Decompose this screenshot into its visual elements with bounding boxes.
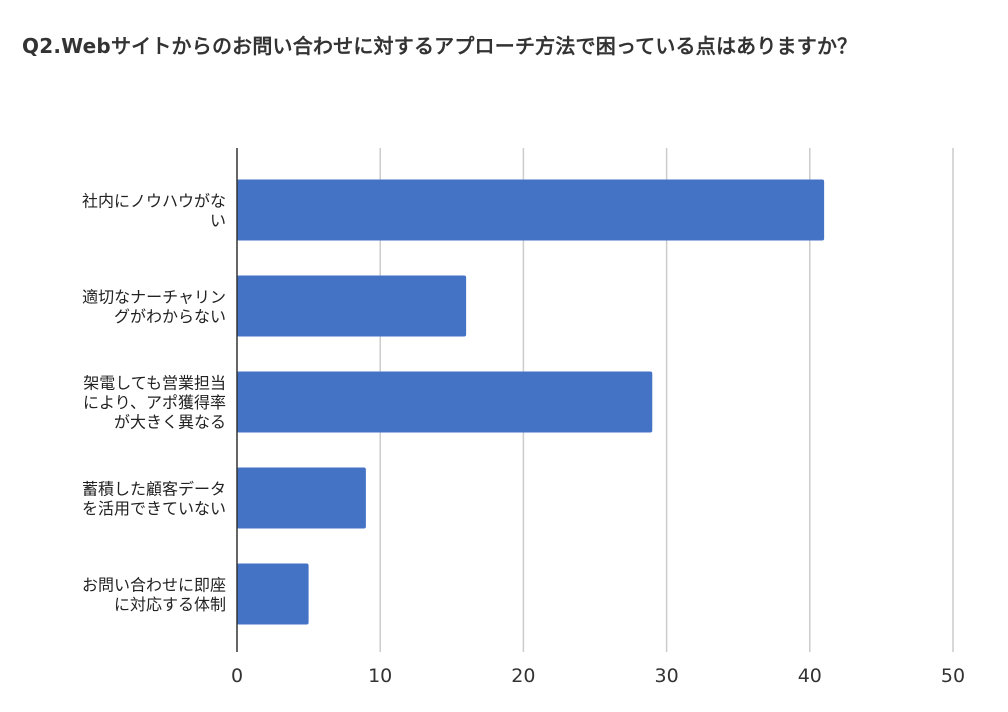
category-label-2-line-0: 架電しても営業担当	[83, 374, 226, 393]
x-tick-label-0: 0	[231, 665, 243, 687]
category-label-3-line-1: を活用できていない	[82, 499, 226, 518]
category-label-4-line-0: お問い合わせに即座	[82, 575, 226, 594]
category-label-0: 社内にノウハウがない	[82, 191, 226, 230]
category-label-2: 架電しても営業担当により、アポ獲得率が大きく異なる	[83, 374, 226, 432]
bar-4	[237, 563, 309, 625]
x-tick-labels: 0 10 20 30 40 50	[231, 665, 965, 687]
category-label-3-line-0: 蓄積した顧客データ	[82, 479, 226, 498]
category-label-4-line-1: に対応する体制	[114, 595, 226, 614]
x-tick-label-20: 20	[511, 665, 535, 687]
bar-3	[237, 467, 366, 529]
x-tick-label-50: 50	[941, 665, 965, 687]
category-label-0-line-1: い	[210, 211, 226, 230]
bar-0	[237, 179, 825, 241]
category-labels: 社内にノウハウがない適切なナーチャリングがわからない架電しても営業担当により、ア…	[82, 191, 226, 614]
category-label-3: 蓄積した顧客データを活用できていない	[82, 479, 226, 518]
category-label-2-line-1: により、アポ獲得率	[83, 393, 226, 412]
bar-2	[237, 371, 653, 433]
category-label-0-line-0: 社内にノウハウがな	[82, 191, 226, 210]
bars	[237, 179, 825, 625]
x-tick-label-30: 30	[655, 665, 679, 687]
category-label-1-line-1: グがわからない	[114, 307, 226, 326]
category-label-4: お問い合わせに即座に対応する体制	[82, 575, 226, 614]
bar-1	[237, 275, 467, 337]
x-tick-label-40: 40	[798, 665, 822, 687]
category-label-1: 適切なナーチャリングがわからない	[82, 287, 226, 326]
x-tick-label-10: 10	[368, 665, 392, 687]
chart-title: Q2.Webサイトからのお問い合わせに対するアプローチ方法で困っている点はありま…	[22, 34, 858, 58]
category-label-2-line-2: が大きく異なる	[114, 413, 226, 432]
category-label-1-line-0: 適切なナーチャリン	[82, 287, 226, 306]
